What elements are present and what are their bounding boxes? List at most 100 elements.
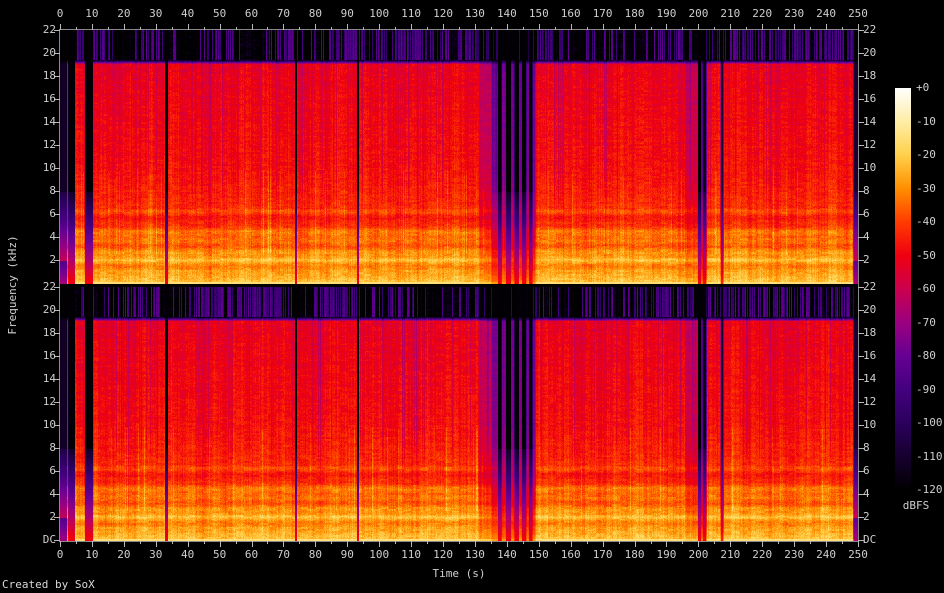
freq-tick-label: 8 bbox=[49, 441, 56, 454]
colorbar-tick-label: -10 bbox=[916, 114, 936, 128]
time-tick-label: 180 bbox=[624, 548, 645, 561]
time-tick-label: 60 bbox=[244, 548, 259, 561]
colorbar-tick-label: -40 bbox=[916, 215, 936, 228]
freq-tick-label: 18 bbox=[42, 69, 56, 82]
colorbar-unit-label: dBFS bbox=[902, 499, 930, 512]
freq-tick-label: 10 bbox=[42, 418, 56, 431]
time-tick-label: 240 bbox=[816, 7, 837, 20]
colorbar-tick-label: -80 bbox=[916, 349, 936, 362]
time-tick-label: 170 bbox=[592, 7, 613, 20]
time-tick-label: 100 bbox=[369, 7, 390, 20]
time-tick-label: 40 bbox=[181, 548, 195, 561]
freq-tick-label: 6 bbox=[863, 207, 870, 220]
colorbar-tick-label: -90 bbox=[916, 382, 936, 396]
freq-tick-label: 20 bbox=[42, 303, 56, 316]
spectrogram-lower-channel bbox=[60, 287, 858, 541]
freq-tick-label: 8 bbox=[863, 441, 870, 454]
time-tick-label: 130 bbox=[465, 548, 485, 561]
frequency-axis-title: Frequency (kHz) bbox=[6, 235, 19, 335]
time-tick-label: 110 bbox=[401, 7, 422, 20]
colorbar-tick-label: -60 bbox=[916, 282, 936, 295]
time-tick-label: 90 bbox=[340, 7, 354, 20]
time-tick-label: 220 bbox=[752, 7, 773, 20]
time-tick-label: 200 bbox=[688, 548, 709, 561]
freq-tick-label: 12 bbox=[42, 395, 56, 408]
time-tick-label: 220 bbox=[752, 548, 773, 561]
time-tick-label: 80 bbox=[308, 7, 322, 20]
freq-tick-label: 4 bbox=[49, 230, 56, 243]
freq-tick-label: 12 bbox=[863, 138, 877, 151]
freq-tick-label: 2 bbox=[863, 510, 870, 523]
freq-tick-label: 22 bbox=[863, 280, 877, 293]
freq-tick-label: 16 bbox=[42, 92, 56, 105]
time-tick-label: 30 bbox=[149, 548, 163, 561]
colorbar-tick-label: +0 bbox=[916, 81, 930, 94]
freq-tick-label: 8 bbox=[863, 184, 870, 197]
colorbar-tick-label: -120 bbox=[916, 483, 943, 496]
freq-tick-label: 16 bbox=[863, 92, 877, 105]
time-tick-label: 190 bbox=[656, 7, 677, 20]
colorbar-tick-label: -110 bbox=[916, 449, 943, 463]
freq-tick-label: 22 bbox=[863, 23, 877, 36]
time-tick-label: 140 bbox=[496, 7, 517, 20]
freq-tick-label: 6 bbox=[863, 464, 870, 477]
freq-tick-label-dc: DC bbox=[863, 533, 877, 546]
colorbar-gradient bbox=[895, 88, 911, 490]
time-tick-label: 40 bbox=[181, 7, 195, 20]
time-axis-title: Time (s) bbox=[432, 567, 486, 580]
freq-tick-label: 22 bbox=[42, 23, 56, 36]
freq-tick-label-dc: DC bbox=[42, 533, 56, 546]
time-tick-label: 140 bbox=[496, 548, 517, 561]
freq-tick-label: 22 bbox=[42, 280, 56, 293]
time-tick-label: 70 bbox=[276, 7, 291, 20]
freq-tick-label: 20 bbox=[863, 303, 877, 316]
time-tick-label: 70 bbox=[276, 548, 291, 561]
colorbar-tick-label: -20 bbox=[916, 148, 936, 161]
time-tick-label: 230 bbox=[784, 548, 805, 561]
time-tick-label: 10 bbox=[85, 7, 99, 20]
freq-tick-label: 2 bbox=[49, 253, 56, 266]
freq-tick-label: 4 bbox=[49, 487, 56, 500]
time-tick-label: 250 bbox=[848, 548, 868, 561]
freq-tick-label: 4 bbox=[863, 230, 870, 243]
time-tick-label: 170 bbox=[592, 548, 613, 561]
time-tick-label: 210 bbox=[720, 7, 741, 20]
time-tick-label: 50 bbox=[212, 7, 227, 20]
time-tick-label: 150 bbox=[528, 548, 549, 561]
time-tick-label: 90 bbox=[340, 548, 354, 561]
freq-tick-label: 14 bbox=[863, 372, 877, 385]
time-tick-label: 130 bbox=[465, 7, 485, 20]
spectrogram-upper-channel bbox=[60, 30, 858, 284]
time-tick-label: 80 bbox=[308, 548, 322, 561]
freq-tick-label: 18 bbox=[42, 326, 56, 339]
freq-tick-label: 20 bbox=[42, 46, 56, 59]
time-tick-label: 200 bbox=[688, 7, 709, 20]
freq-tick-label: 2 bbox=[49, 510, 56, 523]
colorbar-tick-label: -30 bbox=[916, 181, 936, 195]
time-tick-label: 0 bbox=[56, 548, 64, 561]
time-tick-label: 250 bbox=[848, 7, 868, 20]
freq-tick-label: 6 bbox=[49, 464, 56, 477]
time-tick-label: 20 bbox=[117, 7, 131, 20]
freq-tick-label: 8 bbox=[49, 184, 56, 197]
freq-tick-label: 20 bbox=[863, 46, 877, 59]
time-tick-label: 30 bbox=[149, 7, 163, 20]
colorbar-tick-label: -50 bbox=[916, 248, 936, 262]
creator-credit: Created by SoX bbox=[2, 578, 95, 591]
time-tick-label: 150 bbox=[528, 7, 549, 20]
freq-tick-label: 10 bbox=[42, 161, 56, 174]
colorbar-tick-label: -70 bbox=[916, 315, 936, 329]
time-tick-label: 240 bbox=[816, 548, 837, 561]
freq-tick-label: 14 bbox=[42, 372, 56, 385]
time-tick-label: 210 bbox=[720, 548, 741, 561]
time-tick-label: 120 bbox=[433, 7, 453, 20]
time-tick-label: 230 bbox=[784, 7, 805, 20]
freq-tick-label: 14 bbox=[42, 115, 56, 128]
freq-tick-label: 4 bbox=[863, 487, 870, 500]
time-tick-label: 60 bbox=[244, 7, 259, 20]
freq-tick-label: 16 bbox=[863, 349, 877, 362]
time-tick-label: 180 bbox=[624, 7, 645, 20]
freq-tick-label: 12 bbox=[863, 395, 877, 408]
freq-tick-label: 2 bbox=[863, 253, 870, 266]
